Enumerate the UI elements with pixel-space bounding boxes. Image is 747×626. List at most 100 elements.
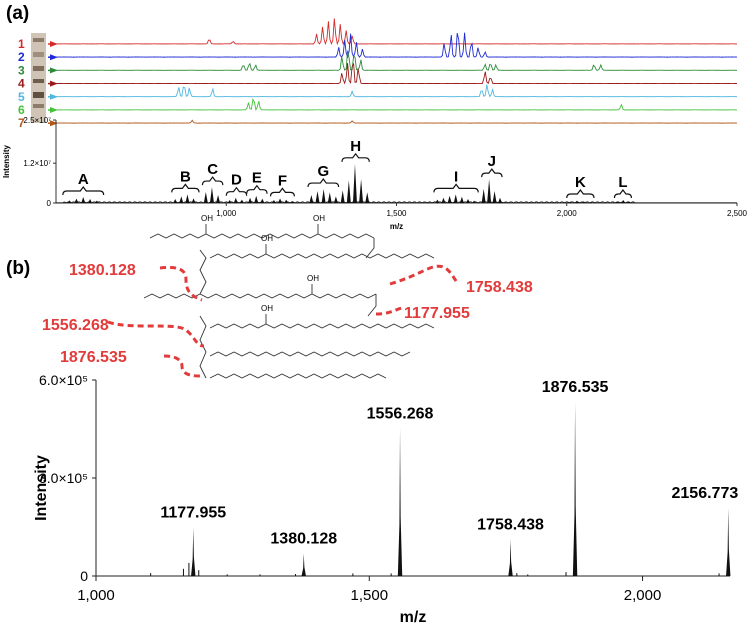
y-tick-label: 2.5×10⁷ — [23, 116, 51, 125]
peak — [498, 197, 503, 203]
baseline-noise — [55, 201, 737, 204]
peak — [173, 199, 178, 203]
peak-bar — [397, 428, 403, 576]
lane-arrow-icon — [50, 120, 58, 127]
peak — [447, 195, 452, 203]
lane-arrow-icon — [50, 107, 58, 113]
x-tick-label: 2,500 — [727, 209, 747, 218]
peak — [260, 198, 265, 203]
annotation-1556: 1556.268 — [42, 317, 109, 334]
y-axis-label: Intensity — [2, 145, 11, 178]
peak — [359, 179, 364, 203]
y-axis-label: Intensity — [33, 455, 50, 521]
cleavage-line-1758 — [389, 264, 460, 286]
lane-6-spectrum-line — [55, 98, 738, 112]
peak — [333, 196, 338, 203]
group-brace — [307, 178, 340, 188]
peak — [581, 201, 586, 203]
cleavage-line-1556 — [107, 320, 205, 348]
peak — [81, 197, 86, 203]
group-label: I — [454, 168, 458, 185]
group-label: H — [350, 138, 361, 155]
lane-label: 4 — [18, 77, 25, 91]
peak — [227, 200, 232, 203]
peak — [453, 194, 458, 203]
ms-spectrum-b: 6.0×10⁵ 3.0×10⁵ 0 1,000 1,500 2,000 m/z Intensi… — [33, 372, 738, 626]
lane-2-spectrum-line — [55, 32, 738, 59]
x-axis-label: m/z — [390, 222, 403, 231]
annotation-1758: 1758.438 — [466, 279, 533, 296]
cleavage-line-1876 — [163, 354, 201, 378]
oh-label: OH — [307, 274, 319, 283]
x-tick-label: 1,500 — [351, 587, 389, 604]
annotation-1876: 1876.535 — [60, 349, 127, 366]
peak-label: 1876.535 — [542, 379, 609, 396]
group-brace — [481, 168, 503, 178]
oh-label: OH — [201, 214, 213, 223]
group-brace — [201, 176, 224, 186]
group-brace — [246, 184, 268, 194]
lane-7-spectrum-line — [55, 119, 738, 124]
peak — [315, 191, 320, 203]
x-tick-label: 1,000 — [77, 587, 115, 604]
lane-label: 1 — [18, 37, 25, 51]
peak-label: 1380.128 — [270, 530, 337, 547]
group-label: F — [278, 172, 287, 189]
x-axis-label: m/z — [400, 609, 427, 626]
peak — [290, 201, 295, 203]
lane-arrow-icon — [50, 67, 58, 74]
peak — [233, 197, 238, 203]
y-tick-label: 0 — [80, 568, 88, 584]
x-tick-label: 1,500 — [386, 209, 407, 218]
peak-bar — [726, 508, 731, 576]
summed-spectrum: 2.5×10⁷ 1.2×10⁷ 0 1,000 1,500 2,000 2,500 m/z In… — [2, 116, 747, 231]
group-brace — [613, 189, 633, 199]
group-label: C — [207, 161, 218, 178]
peak — [94, 200, 99, 203]
lane-4-spectrum-line — [55, 63, 738, 85]
peak-label: 1556.268 — [367, 405, 434, 422]
peak — [365, 192, 370, 203]
peak — [248, 197, 253, 203]
peak — [568, 201, 573, 203]
peak — [185, 194, 190, 203]
peak — [626, 201, 631, 203]
group-label: E — [252, 170, 262, 187]
peak — [574, 200, 579, 203]
peak — [435, 199, 440, 203]
peak — [340, 190, 345, 203]
group-brace — [171, 183, 200, 193]
panel-label-a: (a) — [6, 3, 29, 24]
peak — [352, 163, 357, 203]
cleavage-line-1380 — [159, 266, 203, 302]
cleavage-annotations — [107, 264, 460, 378]
peak — [254, 195, 259, 203]
peak — [239, 199, 244, 203]
panel-label-b: (b) — [6, 258, 30, 279]
peak — [271, 200, 276, 203]
group-label: A — [78, 171, 89, 188]
peak — [309, 195, 314, 203]
peak — [88, 199, 93, 203]
group-label: K — [575, 174, 586, 191]
peak — [621, 200, 626, 203]
x-tick-label: 2,000 — [624, 587, 662, 604]
group-brace — [225, 186, 248, 196]
peak — [481, 188, 486, 203]
peak — [588, 202, 593, 203]
cleavage-line-1177 — [375, 306, 403, 316]
peak — [209, 187, 214, 203]
lane-label: 5 — [18, 90, 25, 104]
peak-bar — [191, 527, 196, 576]
peak — [74, 198, 79, 203]
peak — [487, 179, 492, 203]
structure-diagram — [143, 224, 435, 379]
peak — [459, 196, 464, 203]
lane-arrow-icon — [50, 93, 58, 100]
peak — [327, 192, 332, 203]
oh-label: OH — [261, 304, 273, 313]
peak — [472, 200, 477, 203]
cleavage-labels: 1380.128 1758.438 1556.268 1177.955 1876… — [42, 262, 533, 366]
peak — [216, 195, 221, 203]
